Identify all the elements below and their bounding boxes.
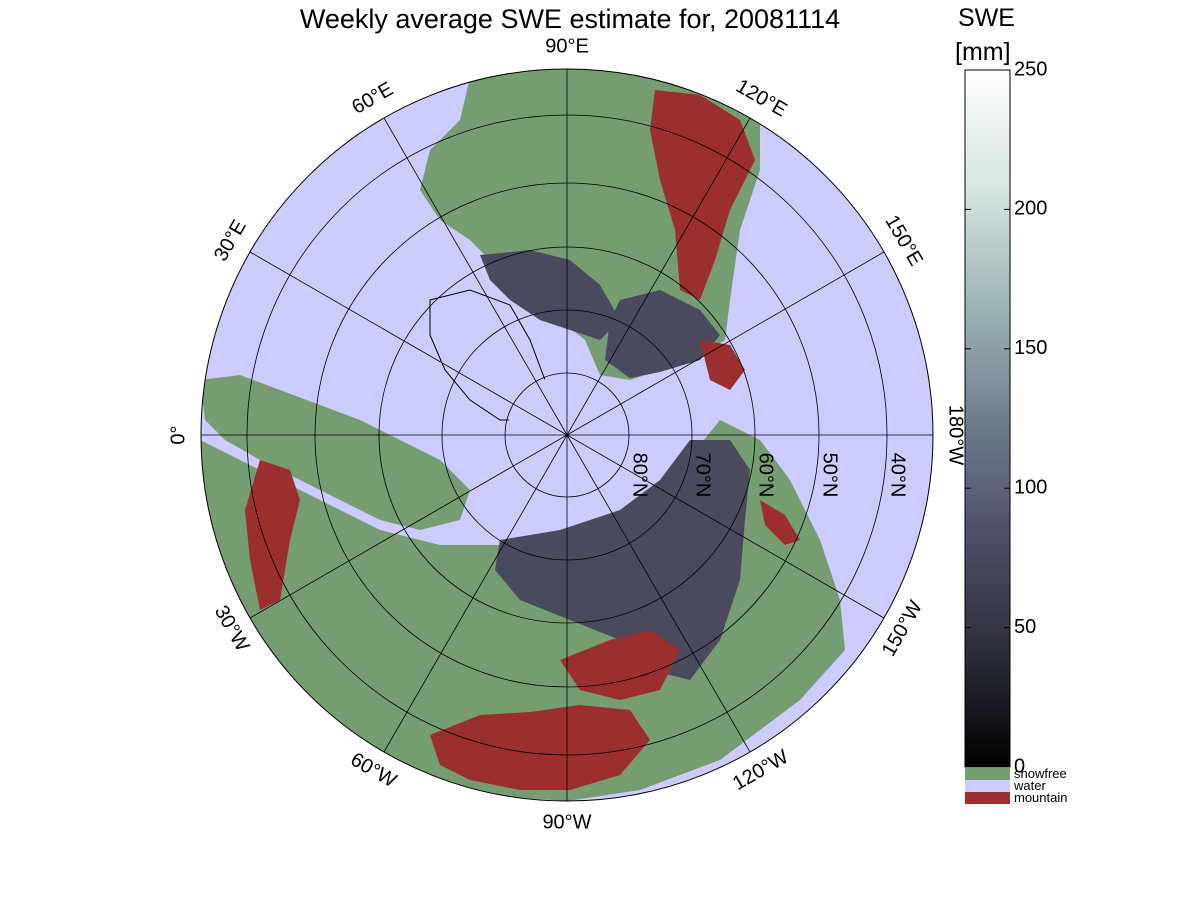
alaska-mountains: [700, 340, 745, 390]
meridian-line: [249, 251, 568, 436]
latitude-circle: [504, 372, 630, 498]
category-label-water: water: [1013, 778, 1046, 793]
latitude-label: 40°N: [887, 453, 909, 498]
meridian-line: [383, 117, 568, 436]
category-swatch-water: [965, 780, 1010, 792]
europe-land: [201, 375, 470, 530]
meridian-line: [383, 434, 568, 753]
himalaya-mountains: [430, 705, 650, 790]
colorbar-scale: [964, 69, 1011, 768]
siberia-snow: [495, 440, 750, 680]
category-swatch-snowfree: [965, 768, 1010, 780]
colorbar-tick-label: 100: [1014, 476, 1047, 498]
latitude-circle: [378, 246, 756, 624]
colorbar-title: SWE: [958, 4, 1015, 32]
north-america-snow: [605, 290, 720, 378]
kamchatka-mountains: [760, 500, 800, 545]
longitude-label: 0°: [167, 425, 189, 444]
meridian-line: [566, 434, 751, 753]
map-title: Weekly average SWE estimate for, 2008111…: [299, 4, 841, 34]
colorbar-tick-label: 0: [1014, 755, 1025, 777]
central-asia-mountains: [560, 630, 680, 700]
colorbar-ticks: 0 50 100 150 200 250: [965, 58, 1047, 777]
latitude-labels: 80°N 70°N 60°N 50°N 40°N: [629, 453, 909, 498]
longitude-label: 180°W: [945, 405, 967, 465]
latitude-circle: [314, 182, 820, 688]
latitude-circle: [441, 309, 693, 561]
scandinavia-mountains: [245, 460, 300, 610]
map-boundary: [200, 68, 934, 802]
latitude-label: 70°N: [692, 453, 714, 498]
arctic-islands: [480, 250, 620, 340]
latitude-circle: [246, 114, 888, 756]
longitude-label: 30°E: [210, 216, 251, 265]
longitude-label: 60°E: [348, 78, 397, 119]
category-label-snowfree: snowfree: [1014, 766, 1067, 781]
longitude-label: 90°W: [542, 811, 591, 833]
meridian-line: [249, 434, 568, 619]
colorbar-tick-label: 50: [1014, 616, 1036, 638]
colorbar-tick-label: 250: [1014, 58, 1047, 80]
meridian-line: [566, 434, 885, 619]
colorbar-tick-label: 150: [1014, 337, 1047, 359]
longitude-label: 90°E: [545, 35, 589, 57]
category-swatch-mountain: [965, 792, 1010, 804]
polar-map: [201, 69, 933, 801]
graticule: [201, 69, 933, 801]
latitude-label: 60°N: [755, 453, 777, 498]
colorbar-unit: [mm]: [955, 38, 1011, 66]
meridian-line: [566, 117, 751, 436]
colorbar-tick-label: 200: [1014, 198, 1047, 220]
latitude-label: 50°N: [819, 453, 841, 498]
category-label-mountain: mountain: [1014, 790, 1067, 805]
rockies-mountains: [650, 90, 755, 300]
meridian-line: [566, 251, 885, 436]
latitude-label: 80°N: [629, 453, 651, 498]
